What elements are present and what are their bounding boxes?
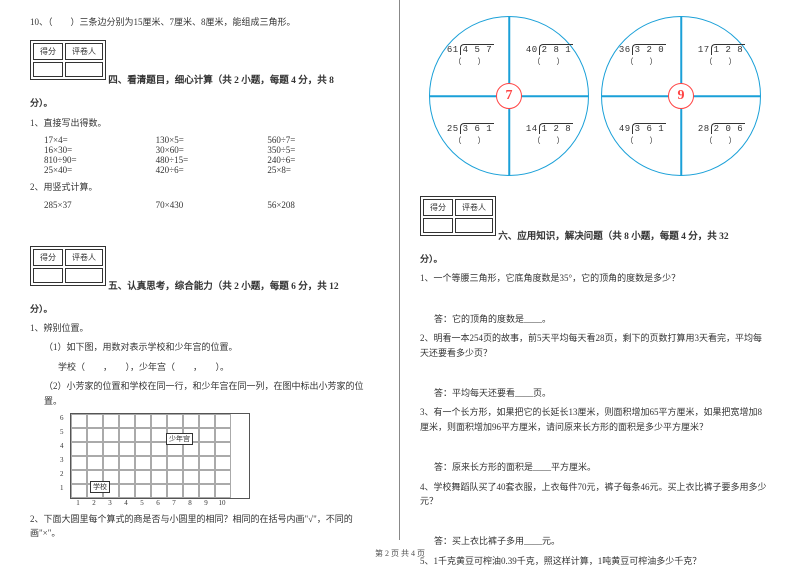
section-4-title: 四、看清题目，细心计算（共 2 小题，每题 4 分，共 8 (108, 76, 334, 86)
s5-1b: （2）小芳家的位置和学校在同一行，和少年宫在同一列，在图中标出小芳家的位置。 (30, 379, 379, 408)
right-column: 7 614 5 7（ ） 402 8 1（ ） 253 6 1（ ） 141 2… (400, 0, 800, 540)
prob-2: 2、用竖式计算。 (30, 180, 379, 194)
score-label: 得分 (33, 43, 63, 60)
circles-diagram: 7 614 5 7（ ） 402 8 1（ ） 253 6 1（ ） 141 2… (425, 10, 765, 190)
calc-cell: 810÷90= (44, 155, 156, 165)
prob-1: 1、直接写出得数。 (30, 116, 379, 130)
quad-cr-1: 363 2 0（ ） (602, 17, 681, 96)
grid-x-label: 8 (182, 499, 198, 507)
quad-cr-3: 493 6 1（ ） (602, 96, 681, 175)
section-6-title: 六、应用知识，解决问题（共 8 小题，每题 4 分，共 32 (498, 232, 728, 242)
grader-label: 评卷人 (455, 199, 493, 216)
score-label: 得分 (423, 199, 453, 216)
grid-x-label: 10 (214, 499, 230, 507)
calc-cell: 17×4= (44, 135, 156, 145)
s5-1a-line: 学校（ ， ），少年宫（ ， ）。 (30, 360, 379, 374)
calc-cell: 560÷7= (267, 135, 379, 145)
quad-cr-2: 171 2 8（ ） (681, 17, 760, 96)
calc-cell: 480÷15= (156, 155, 268, 165)
quad-cl-4: 141 2 8（ ） (509, 96, 588, 175)
grid-x-label: 6 (150, 499, 166, 507)
question-10: 10、（ ）三条边分别为15厘米、7厘米、8厘米，能组成三角形。 (30, 15, 379, 29)
grader-label: 评卷人 (65, 249, 103, 266)
q6-4: 4、学校舞蹈队买了40套衣服，上衣每件70元，裤子每条46元。买上衣比裤子要多用… (420, 480, 770, 509)
calc-grid: 17×4=130×5=560÷7= 16×30=30×60=350÷5= 810… (30, 135, 379, 175)
q6-2: 2、明看一本254页的故事，前5天平均每天看28页，剩下的页数打算用3天看完，平… (420, 331, 770, 360)
grid-x-label: 3 (102, 499, 118, 507)
q6-3: 3、有一个长方形，如果把它的长延长13厘米，则面积增加65平方厘米，如果把宽增加… (420, 405, 770, 434)
grid-x-label: 4 (118, 499, 134, 507)
circle-left: 7 614 5 7（ ） 402 8 1（ ） 253 6 1（ ） 141 2… (429, 16, 589, 176)
grid-y-label: 5 (60, 425, 64, 439)
score-box-6: 得分 评卷人 (420, 196, 496, 236)
grid-y-label: 6 (60, 411, 64, 425)
score-label: 得分 (33, 249, 63, 266)
circle-right: 9 363 2 0（ ） 171 2 8（ ） 493 6 1（ ） 282 0… (601, 16, 761, 176)
section-4-cont: 分）。 (30, 96, 379, 110)
calc-cell: 30×60= (156, 145, 268, 155)
section-5-title: 五、认真思考，综合能力（共 2 小题，每题 6 分，共 12 (108, 282, 338, 292)
grid-y-label: 3 (60, 453, 64, 467)
calc-cell: 350÷5= (267, 145, 379, 155)
grader-label: 评卷人 (65, 43, 103, 60)
section-5-cont: 分）。 (30, 302, 379, 316)
grid-y-label: 4 (60, 439, 64, 453)
calc-cell: 285×37 (44, 200, 156, 210)
quad-cl-1: 614 5 7（ ） (430, 17, 509, 96)
score-box-4: 得分 评卷人 (30, 40, 106, 80)
a6-3: 答：原来长方形的面积是____平方厘米。 (420, 460, 770, 474)
grid-x-label: 7 (166, 499, 182, 507)
grid-x-label: 2 (86, 499, 102, 507)
vert-row: 285×37 70×430 56×208 (30, 200, 379, 210)
grid-x-label: 5 (134, 499, 150, 507)
grid-x-label: 9 (198, 499, 214, 507)
a6-1: 答：它的顶角的度数是____。 (420, 312, 770, 326)
calc-cell: 56×208 (267, 200, 379, 210)
quad-cl-2: 402 8 1（ ） (509, 17, 588, 96)
page-footer: 第 2 页 共 4 页 (0, 548, 800, 559)
tag-school: 学校 (90, 481, 110, 493)
center-7: 7 (496, 83, 522, 109)
quad-cr-4: 282 0 6（ ） (681, 96, 760, 175)
q6-1: 1、一个等腰三角形，它底角度数是35°，它的顶角的度数是多少？ (420, 271, 770, 285)
a6-4: 答：买上衣比裤子多用____元。 (420, 534, 770, 548)
calc-cell: 420÷6= (156, 165, 268, 175)
grid-diagram: 1 2 3 4 5 6 少年宫 学校 1 2 3 4 (70, 413, 250, 507)
calc-cell: 130×5= (156, 135, 268, 145)
calc-cell: 16×30= (44, 145, 156, 155)
calc-cell: 25×8= (267, 165, 379, 175)
grid-y-label: 2 (60, 467, 64, 481)
grid-x-label: 1 (70, 499, 86, 507)
s5-1: 1、辨别位置。 (30, 321, 379, 335)
score-box-5: 得分 评卷人 (30, 246, 106, 286)
quad-cl-3: 253 6 1（ ） (430, 96, 509, 175)
center-9: 9 (668, 83, 694, 109)
a6-2: 答：平均每天还要看____页。 (420, 386, 770, 400)
tag-youth: 少年宫 (166, 433, 193, 445)
left-column: 10、（ ）三条边分别为15厘米、7厘米、8厘米，能组成三角形。 得分 评卷人 … (0, 0, 400, 540)
calc-cell: 70×430 (156, 200, 268, 210)
grid-y-label: 1 (60, 481, 64, 495)
s5-2: 2、下面大圆里每个算式的商是否与小圆里的相同？相同的在括号内画"√"，不同的画"… (30, 512, 379, 541)
calc-cell: 240÷6= (267, 155, 379, 165)
section-6-cont: 分）。 (420, 252, 770, 266)
s5-1a: （1）如下图，用数对表示学校和少年宫的位置。 (30, 340, 379, 354)
calc-cell: 25×40= (44, 165, 156, 175)
